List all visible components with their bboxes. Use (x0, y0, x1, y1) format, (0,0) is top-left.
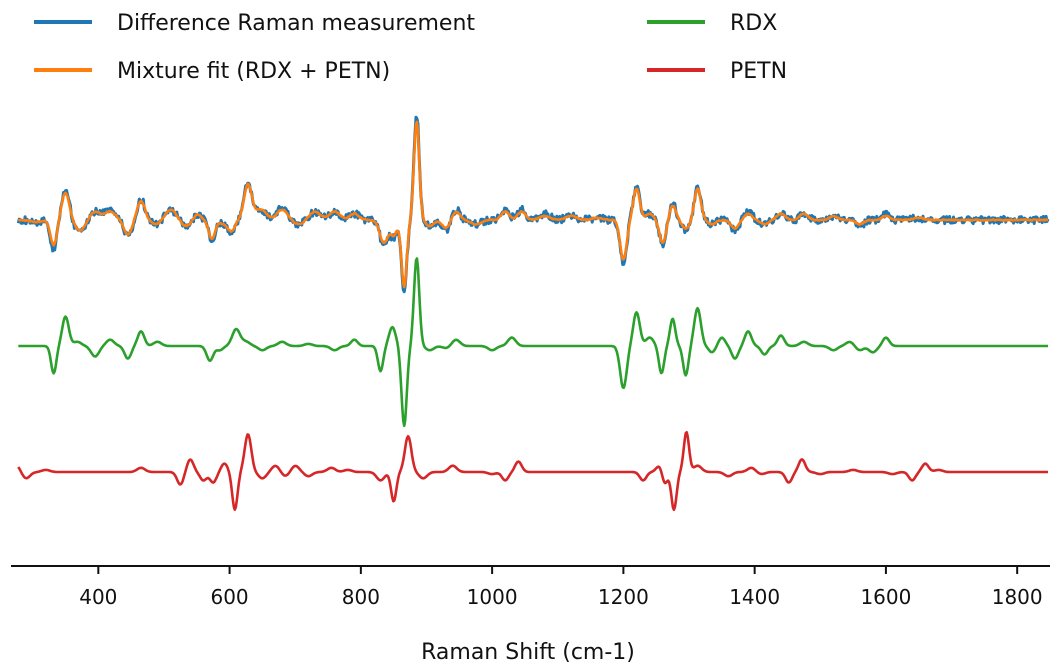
legend-label: RDX (730, 11, 777, 36)
x-tick-label: 400 (79, 585, 117, 609)
x-tick-label: 1800 (992, 585, 1043, 609)
series-line-petn (17, 430, 1049, 512)
x-axis-ticks: 400 600 800 1000 1200 1400 1600 1800 (79, 566, 1043, 609)
x-tick-label: 800 (342, 585, 380, 609)
legend-label: Mixture fit (RDX + PETN) (117, 59, 390, 84)
plot-area (16, 115, 1050, 512)
series-line-mixture-fit-rdx-petn (17, 120, 1049, 289)
legend-label: Difference Raman measurement (117, 11, 475, 36)
x-tick-label: 1000 (467, 585, 518, 609)
legend: Difference Raman measurement Mixture fit … (34, 11, 787, 84)
series-line-rdx (17, 257, 1049, 428)
x-tick-label: 600 (210, 585, 248, 609)
legend-label: PETN (730, 59, 787, 84)
x-tick-label: 1600 (860, 585, 911, 609)
x-tick-label: 1200 (598, 585, 649, 609)
x-axis-label: Raman Shift (cm-1) (421, 640, 635, 665)
x-tick-label: 1400 (729, 585, 780, 609)
series-line-difference-raman-measurement (16, 115, 1050, 294)
